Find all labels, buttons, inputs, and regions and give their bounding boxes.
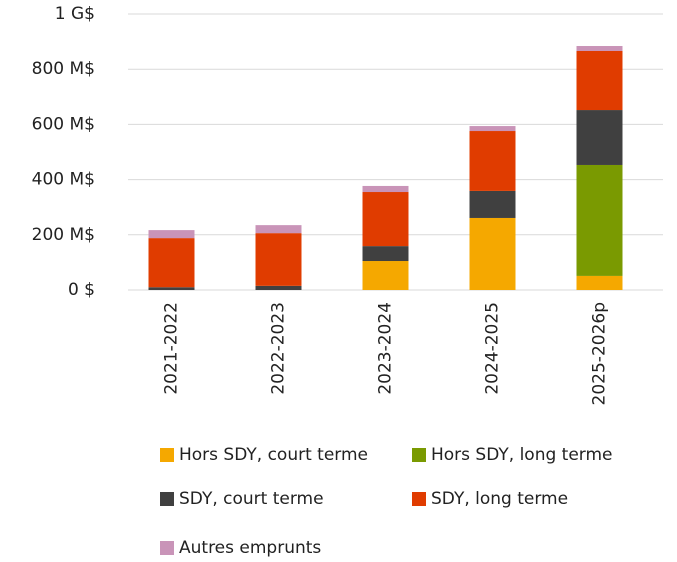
bar-segment: [469, 131, 516, 191]
legend-label: SDY, court terme: [179, 489, 324, 509]
y-tick-label: 800 M$: [32, 59, 95, 79]
x-tick-label: 2021-2022: [162, 302, 182, 395]
legend-label: Autres emprunts: [179, 538, 321, 558]
bar-segment: [469, 190, 516, 218]
bar-segment: [255, 233, 302, 286]
bar-segment: [576, 164, 623, 276]
legend-swatch: [160, 492, 174, 506]
bar-segment: [362, 185, 409, 193]
bar-segment: [362, 192, 409, 247]
x-tick-label: 2025-2026p: [590, 302, 610, 405]
x-tick-label: 2022-2023: [269, 302, 289, 395]
y-tick-label: 400 M$: [32, 170, 95, 190]
y-tick-label: 1 G$: [55, 4, 95, 24]
y-tick-label: 0 $: [68, 280, 95, 300]
bar-segment: [576, 110, 623, 165]
bar-segment: [255, 285, 302, 290]
bar-segment: [255, 225, 302, 234]
legend-label: SDY, long terme: [431, 489, 568, 509]
y-tick-label: 600 M$: [32, 114, 95, 134]
legend-swatch: [160, 541, 174, 555]
legend-label: Hors SDY, court terme: [179, 445, 368, 465]
bar-segment: [148, 238, 195, 288]
legend-label: Hors SDY, long terme: [431, 445, 613, 465]
x-tick-label: 2024-2025: [483, 302, 503, 395]
legend-swatch: [412, 448, 426, 462]
legend-swatch: [160, 448, 174, 462]
bar-segment: [576, 275, 623, 290]
legend-swatch: [412, 492, 426, 506]
bar-segment: [362, 246, 409, 262]
bar-segment: [469, 126, 516, 132]
bar-segment: [469, 217, 516, 290]
bar-segment: [148, 230, 195, 239]
x-tick-label: 2023-2024: [376, 302, 396, 395]
bar-segment: [576, 50, 623, 111]
bar-segment: [148, 287, 195, 290]
bar-segment: [576, 46, 623, 51]
y-tick-label: 200 M$: [32, 225, 95, 245]
bar-segment: [362, 261, 409, 290]
